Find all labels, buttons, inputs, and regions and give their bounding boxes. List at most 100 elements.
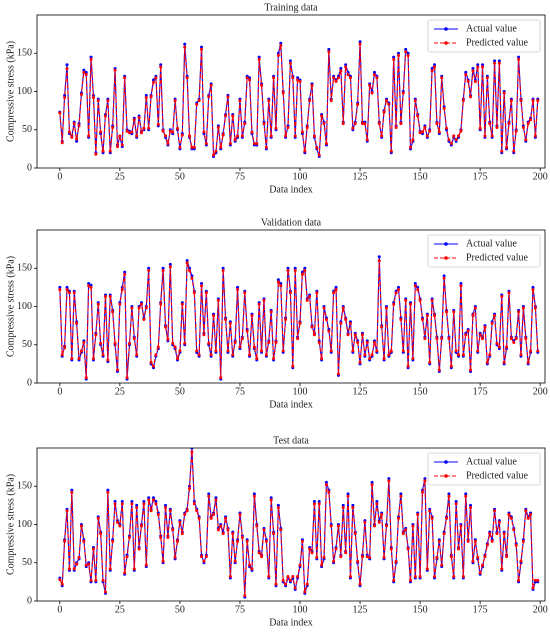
data-point	[159, 302, 163, 306]
data-point	[505, 345, 509, 349]
data-point	[111, 539, 115, 543]
data-point	[351, 126, 355, 130]
data-point	[154, 502, 158, 506]
data-point	[312, 333, 316, 337]
data-point	[387, 103, 391, 107]
data-point	[433, 314, 437, 318]
legend-label: Actual value	[466, 238, 517, 249]
data-point	[418, 131, 422, 135]
data-point	[341, 503, 345, 507]
data-point	[96, 302, 100, 306]
data-point	[91, 547, 95, 551]
data-point	[476, 65, 480, 69]
data-point	[139, 524, 143, 528]
data-point	[120, 288, 124, 292]
data-point	[469, 368, 473, 372]
data-point	[144, 563, 148, 567]
data-point	[464, 73, 468, 77]
data-point	[428, 129, 432, 133]
data-point	[72, 567, 76, 571]
data-point	[346, 494, 350, 498]
data-point	[142, 502, 146, 506]
chart-title: Training data	[264, 2, 318, 13]
data-point	[471, 314, 475, 318]
data-point	[281, 578, 285, 582]
data-point	[524, 509, 528, 513]
data-point	[305, 582, 309, 586]
data-point	[202, 559, 206, 563]
data-point	[137, 306, 141, 310]
x-tick-label: 125	[353, 604, 368, 615]
data-point	[154, 353, 158, 357]
data-point	[161, 266, 165, 270]
data-point	[327, 490, 331, 494]
data-point	[394, 559, 398, 563]
data-point	[252, 492, 256, 496]
data-point	[476, 63, 480, 67]
data-point	[113, 341, 117, 345]
data-point	[65, 285, 69, 289]
data-point	[440, 337, 444, 341]
x-axis-label: Data index	[269, 617, 313, 628]
data-point	[334, 285, 338, 289]
data-point	[137, 547, 141, 551]
data-point	[130, 500, 134, 504]
data-point	[519, 559, 523, 563]
data-point	[67, 130, 71, 134]
data-point	[269, 498, 273, 502]
axes-frame	[36, 447, 546, 602]
data-point	[200, 284, 204, 288]
data-point	[180, 302, 184, 306]
data-point	[358, 360, 362, 364]
data-point	[526, 360, 530, 364]
data-point	[356, 103, 360, 107]
data-point	[493, 61, 497, 65]
legend-marker	[444, 242, 448, 246]
data-point	[433, 575, 437, 579]
data-point	[255, 142, 259, 146]
data-point	[195, 509, 199, 513]
chart-title: Test data	[273, 435, 309, 446]
data-point	[209, 516, 213, 520]
data-point	[401, 91, 405, 95]
data-point	[178, 349, 182, 353]
data-point	[502, 532, 506, 536]
data-point	[123, 571, 127, 575]
data-point	[488, 353, 492, 357]
data-point	[89, 283, 93, 287]
data-point	[435, 337, 439, 341]
data-point	[221, 532, 225, 536]
data-point	[500, 567, 504, 571]
data-point	[336, 524, 340, 528]
data-point	[368, 357, 372, 361]
data-point	[507, 291, 511, 295]
data-point	[445, 516, 449, 520]
data-point	[469, 95, 473, 99]
data-point	[149, 360, 153, 364]
data-point	[305, 125, 309, 129]
data-point	[248, 78, 252, 82]
data-point	[529, 513, 533, 517]
data-point	[144, 93, 148, 97]
y-tick-label: 0	[27, 377, 32, 388]
x-tick-label: 175	[473, 171, 488, 182]
data-point	[481, 63, 485, 67]
data-point	[406, 54, 410, 58]
data-point	[442, 276, 446, 280]
data-point	[180, 532, 184, 536]
data-point	[336, 372, 340, 376]
data-point	[312, 502, 316, 506]
data-point	[214, 149, 218, 153]
data-point	[473, 539, 477, 543]
data-point	[156, 513, 160, 517]
data-point	[404, 50, 408, 54]
data-point	[120, 502, 124, 506]
data-point	[512, 149, 516, 153]
data-point	[204, 291, 208, 295]
data-point	[238, 345, 242, 349]
data-point	[430, 516, 434, 520]
data-point	[387, 479, 391, 483]
data-point	[452, 134, 456, 138]
data-point	[156, 345, 160, 349]
data-point	[190, 145, 194, 149]
